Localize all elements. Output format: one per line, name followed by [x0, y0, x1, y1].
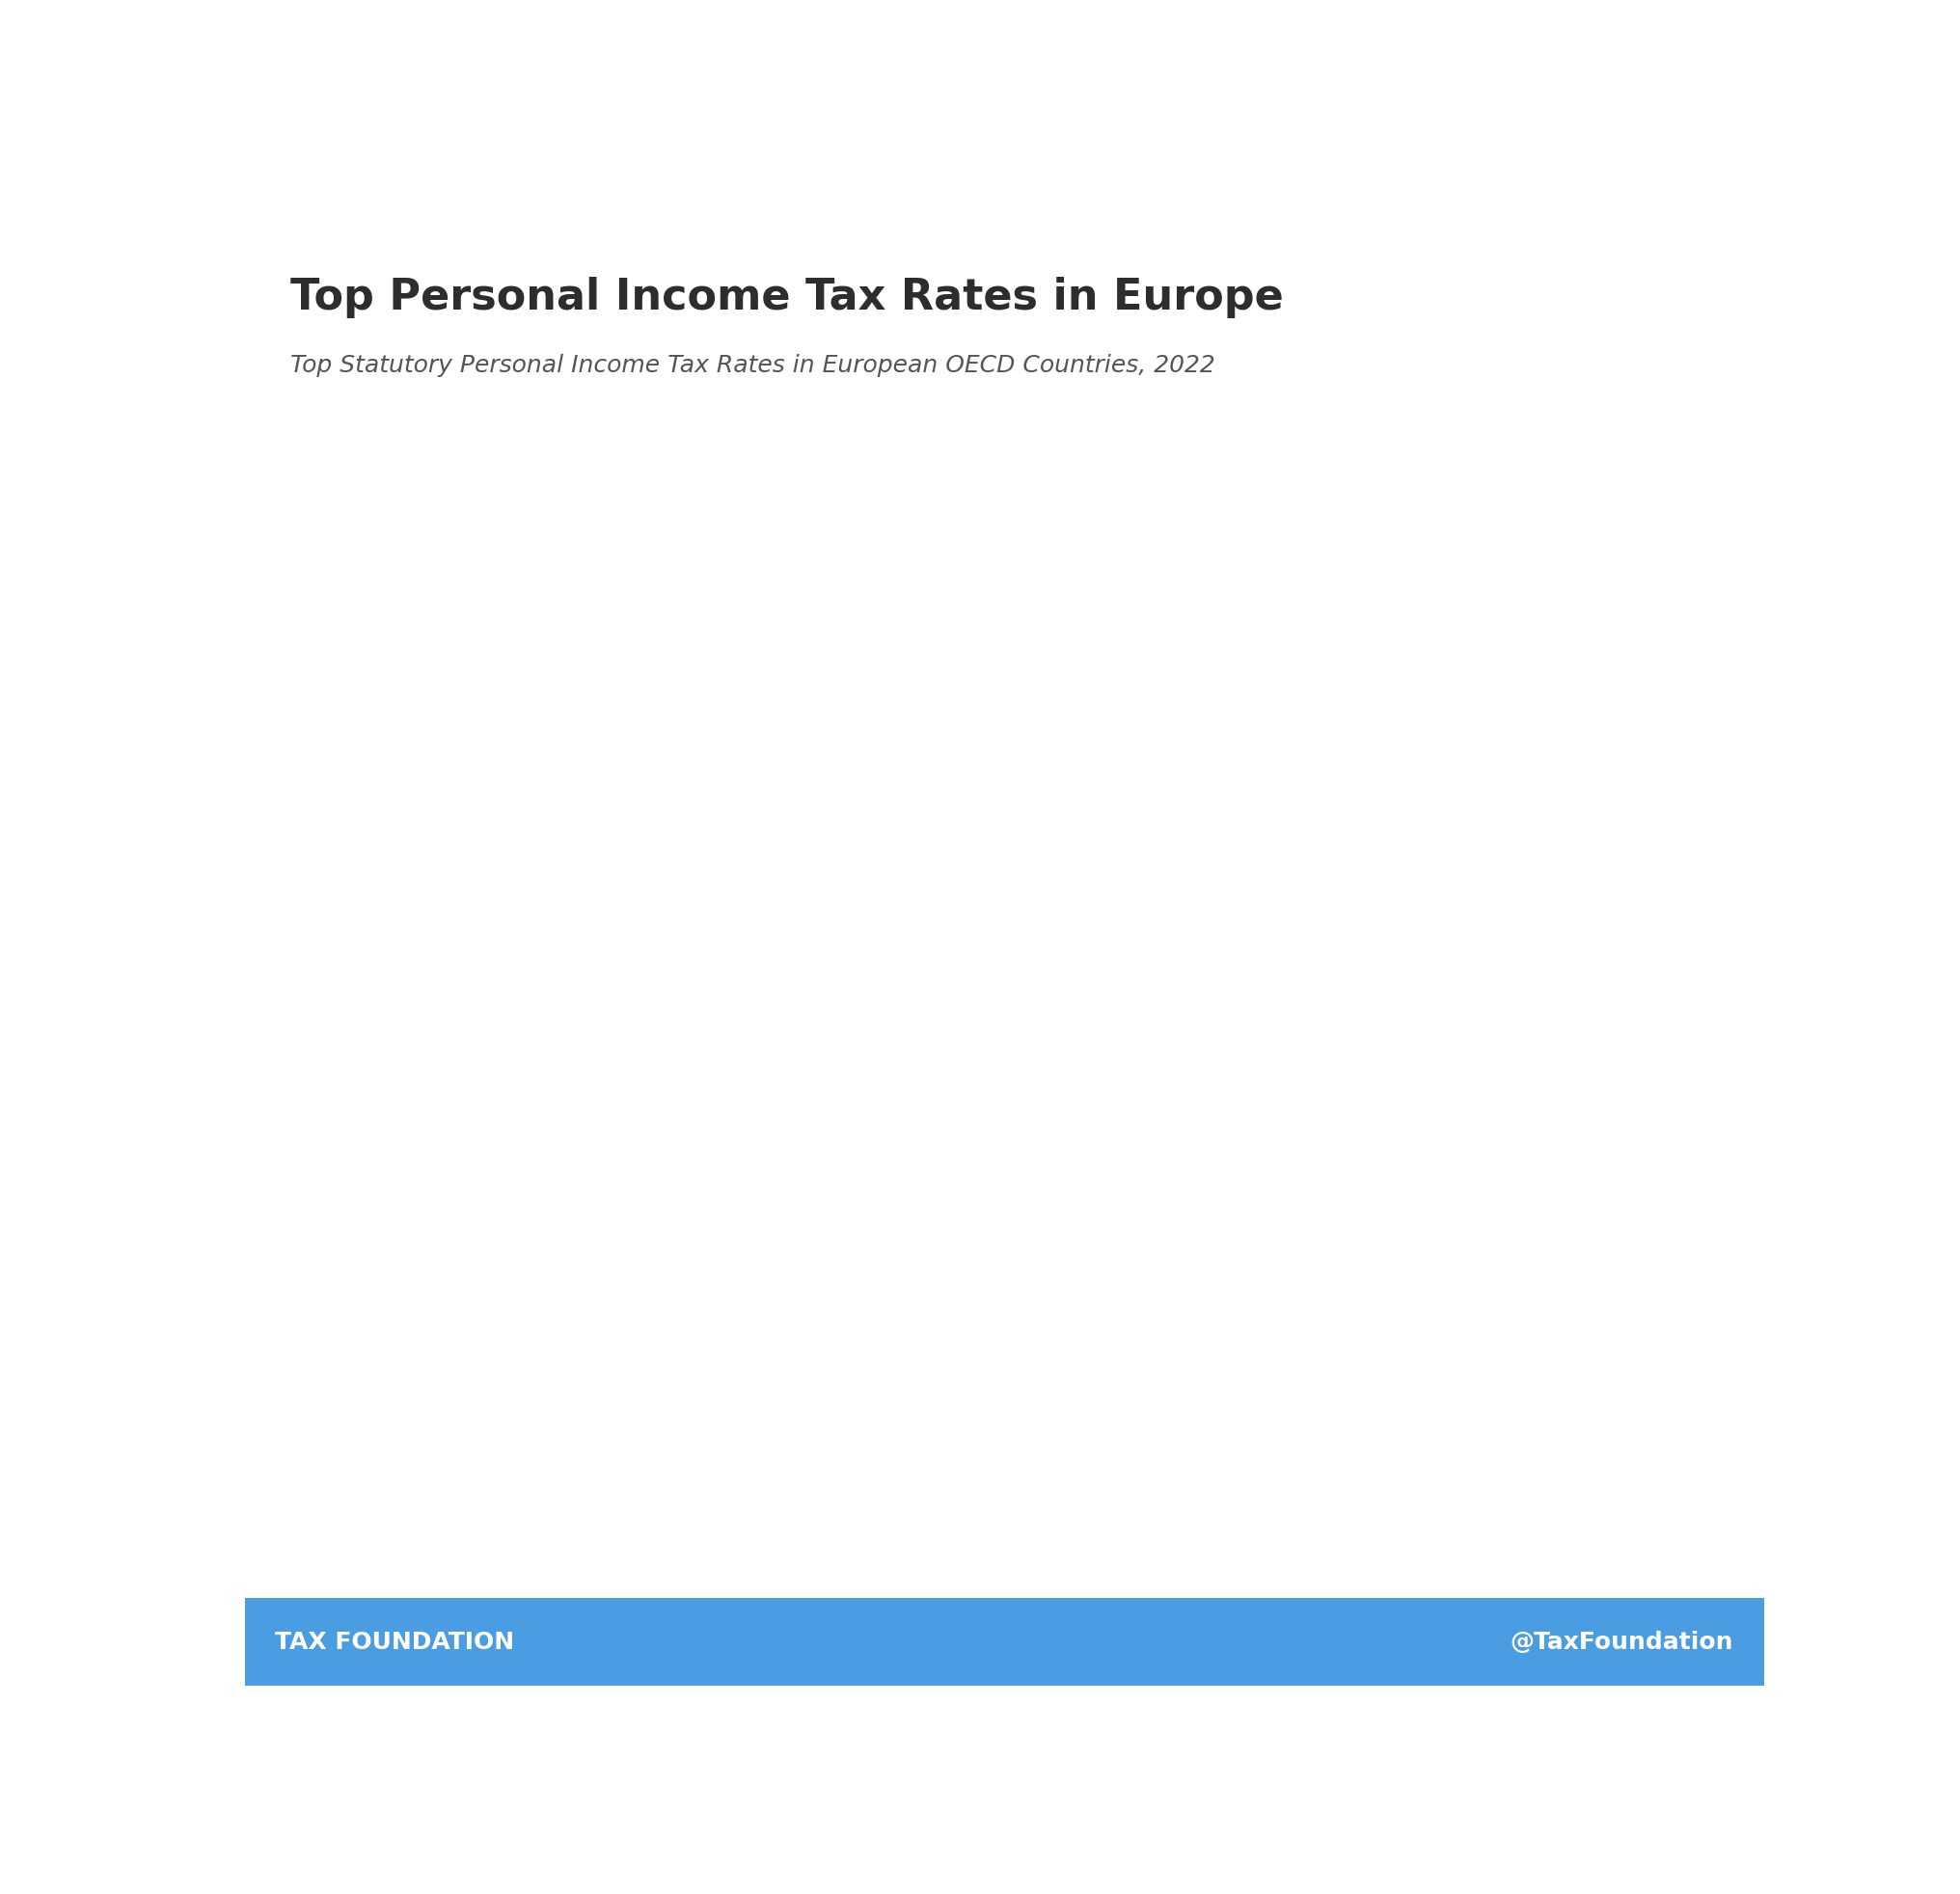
Text: Top Personal Income Tax Rates in Europe: Top Personal Income Tax Rates in Europe	[290, 277, 1284, 318]
Text: @TaxFoundation: @TaxFoundation	[1511, 1631, 1733, 1653]
Text: Top Statutory Personal Income Tax Rates in European OECD Countries, 2022: Top Statutory Personal Income Tax Rates …	[290, 354, 1215, 377]
Text: TAX FOUNDATION: TAX FOUNDATION	[274, 1631, 515, 1653]
